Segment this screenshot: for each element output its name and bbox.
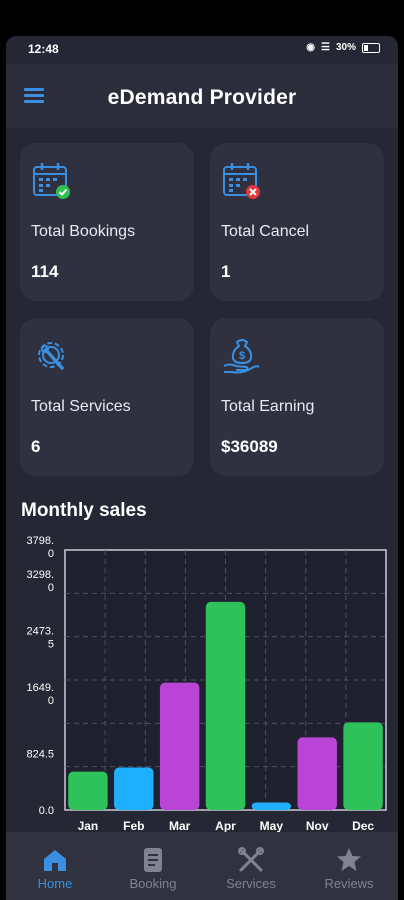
bottom-navigation: Home Booking Services Reviews	[6, 832, 398, 900]
chart-x-tick-label: Feb	[123, 819, 144, 833]
wifi-icon: ☰	[321, 42, 330, 53]
nav-booking[interactable]: Booking	[104, 832, 202, 900]
stat-label: Total Cancel	[221, 223, 310, 240]
nav-label: Booking	[129, 876, 177, 891]
chart-y-tick-label: 1649. 0	[26, 682, 54, 707]
menu-icon[interactable]	[24, 88, 46, 104]
stat-value: 1	[221, 262, 231, 281]
home-icon	[44, 850, 66, 871]
stat-value: 114	[31, 262, 59, 281]
nav-label: Services	[226, 876, 276, 891]
chart-y-tick-label: 0.0	[39, 805, 54, 817]
monthly-sales-title: Monthly sales	[21, 500, 147, 521]
stat-value: 6	[31, 437, 41, 456]
chart-bar	[297, 737, 337, 810]
stat-card-total-services[interactable]: Total Services 6	[20, 318, 194, 476]
monthly-sales-chart: 0.0 824.5 1649. 0 2473. 5 3298. 0 3798. 0 Jan Feb Ma…	[26, 536, 387, 833]
chart-y-tick-label: 3798. 0	[26, 536, 54, 560]
chart-x-tick-label: Dec	[352, 819, 374, 833]
money-bag-hand-icon: $	[223, 339, 260, 374]
document-icon	[144, 848, 162, 872]
tools-icon	[238, 847, 264, 872]
chart-y-tick-label: 3298. 0	[26, 569, 54, 594]
svg-text:$: $	[239, 350, 245, 362]
chart-bar	[159, 682, 200, 810]
chart-x-tick-label: Jan	[78, 819, 99, 833]
star-icon	[337, 848, 361, 871]
stat-card-total-cancel[interactable]: Total Cancel 1	[210, 143, 384, 301]
chart-bar	[114, 767, 154, 810]
gear-wrench-icon	[38, 342, 64, 370]
chart-y-tick-label: 824.5	[26, 749, 54, 761]
battery-icon	[362, 42, 380, 53]
stat-card-total-earning[interactable]: $ Total Earning $36089	[210, 318, 384, 476]
chart-y-tick-label: 2473. 5	[26, 626, 54, 651]
nav-home[interactable]: Home	[6, 832, 104, 900]
location-icon: ◉	[306, 42, 316, 53]
app-screen: 12:48 ◉ ☰ 30% eDemand Provider Total Boo…	[6, 36, 398, 900]
chart-bar	[205, 601, 246, 810]
chart-bar	[251, 802, 292, 810]
chart-x-tick-label: Apr	[215, 819, 236, 833]
stat-label: Total Services	[31, 398, 131, 415]
chart-bar	[68, 771, 108, 810]
app-bar: eDemand Provider	[6, 64, 398, 128]
battery-percent: 30%	[335, 42, 356, 53]
stat-label: Total Earning	[221, 398, 315, 415]
nav-reviews[interactable]: Reviews	[300, 832, 398, 900]
calendar-check-icon	[33, 163, 70, 199]
chart-x-tick-label: Nov	[306, 819, 329, 833]
chart-bar	[343, 722, 383, 810]
stat-card-total-bookings[interactable]: Total Bookings 114	[20, 143, 194, 301]
app-title: eDemand Provider	[107, 86, 297, 109]
nav-label: Home	[37, 876, 73, 891]
chart-x-tick-label: Mar	[169, 819, 191, 833]
status-bar: 12:48 ◉ ☰ 30%	[6, 36, 398, 64]
chart-x-tick-label: May	[260, 819, 284, 833]
calendar-cancel-icon	[223, 163, 260, 199]
status-right: ◉ ☰ 30%	[306, 42, 380, 53]
nav-label: Reviews	[324, 876, 374, 891]
status-time: 12:48	[28, 42, 59, 56]
stat-value: $36089	[221, 437, 278, 456]
stat-label: Total Bookings	[31, 223, 136, 240]
nav-services[interactable]: Services	[202, 832, 300, 900]
